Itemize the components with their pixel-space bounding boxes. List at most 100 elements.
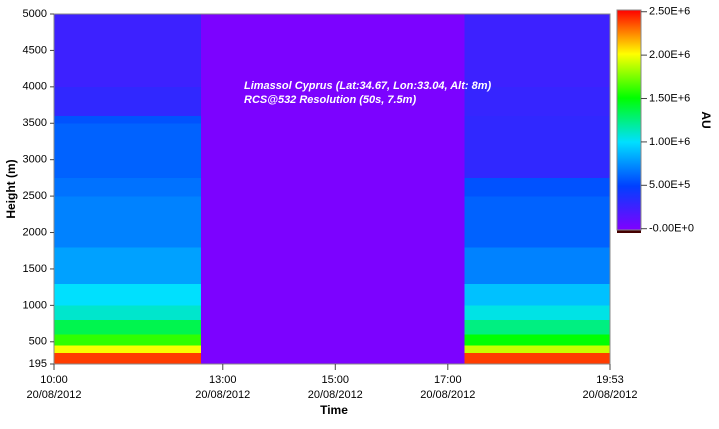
heat-cell: [91, 86, 130, 117]
plot-frame: [53, 13, 611, 365]
heat-cell: [200, 177, 465, 197]
heat-cell: [53, 283, 92, 306]
heat-cell: [503, 352, 542, 365]
heat-cell: [166, 246, 202, 284]
heat-cell: [53, 195, 92, 248]
heat-cell: [541, 345, 580, 353]
heat-cell: [53, 13, 92, 88]
heat-cell: [128, 319, 167, 335]
heat-cell: [128, 334, 167, 346]
heat-cell: [503, 283, 542, 306]
heat-cell: [128, 195, 167, 248]
y-tick-label: 2500: [23, 190, 47, 202]
heat-cell: [578, 86, 611, 117]
heat-cell: [541, 334, 580, 346]
heat-cell: [91, 319, 130, 335]
heat-cell: [53, 334, 92, 346]
heat-cell: [91, 352, 130, 365]
heat-cell: [503, 86, 542, 117]
heat-cell: [200, 334, 465, 346]
heat-cell: [166, 352, 202, 365]
heat-cell: [200, 345, 465, 353]
colorbar-title: AU: [699, 111, 713, 128]
colorbar-tick-label: 1.50E+6: [649, 92, 690, 104]
colorbar-tick-label: 2.00E+6: [649, 49, 690, 61]
heat-cell: [91, 177, 130, 197]
heat-cell: [91, 195, 130, 248]
heat-cell: [91, 115, 130, 124]
heat-cell: [200, 352, 465, 365]
heat-cell: [464, 319, 505, 335]
heat-cell: [541, 115, 580, 124]
heat-cell: [464, 334, 505, 346]
heat-cell: [503, 345, 542, 353]
heat-cell: [503, 13, 542, 88]
heat-cell: [91, 123, 130, 179]
heat-cell: [464, 123, 505, 179]
heat-cell: [464, 345, 505, 353]
heat-cell: [578, 13, 611, 88]
heat-cell: [578, 334, 611, 346]
heat-cell: [578, 195, 611, 248]
y-tick-label: 5000: [23, 8, 47, 20]
x-tick-date: 20/08/2012: [195, 389, 250, 401]
heat-cell: [503, 177, 542, 197]
heat-cell: [464, 115, 505, 124]
heat-cell: [91, 345, 130, 353]
heat-cell: [200, 319, 465, 335]
heat-cell: [503, 305, 542, 321]
heat-cell: [91, 334, 130, 346]
x-tick-label: 19:53: [596, 374, 624, 386]
x-tick-date: 20/08/2012: [582, 389, 637, 401]
heat-cell: [503, 115, 542, 124]
heat-cell: [578, 283, 611, 306]
x-tick-label: 15:00: [322, 374, 350, 386]
heat-cell: [503, 334, 542, 346]
y-tick-label: 1500: [23, 263, 47, 275]
heat-cell: [53, 352, 92, 365]
heat-cell: [128, 86, 167, 117]
y-tick-label: 4000: [23, 81, 47, 93]
y-axis-title: Height (m): [4, 159, 18, 218]
heat-cell: [541, 123, 580, 179]
heat-cell: [166, 115, 202, 124]
heat-cell: [200, 13, 465, 88]
heat-cell: [464, 195, 505, 248]
heat-cell: [166, 86, 202, 117]
heat-cell: [503, 319, 542, 335]
heat-cell: [53, 305, 92, 321]
heat-cell: [53, 246, 92, 284]
heat-cell: [128, 345, 167, 353]
heat-cell: [464, 352, 505, 365]
heat-cell: [128, 246, 167, 284]
heat-cell: [503, 123, 542, 179]
colorbar-tick-label: 1.00E+6: [649, 136, 690, 148]
heat-cell: [200, 115, 465, 124]
heat-cell: [166, 283, 202, 306]
y-tick-label: 1000: [23, 299, 47, 311]
heat-cell: [166, 319, 202, 335]
heat-cell: [128, 305, 167, 321]
annotation: RCS@532 Resolution (50s, 7.5m): [244, 94, 416, 106]
heat-cell: [166, 123, 202, 179]
heat-cell: [53, 345, 92, 353]
heat-cell: [541, 246, 580, 284]
heat-cell: [53, 319, 92, 335]
heat-cell: [128, 177, 167, 197]
heat-cell: [541, 352, 580, 365]
heat-cell: [503, 195, 542, 248]
heat-cell: [91, 13, 130, 88]
heat-cell: [200, 305, 465, 321]
heat-cell: [91, 246, 130, 284]
heat-cell: [166, 334, 202, 346]
heat-cell: [128, 123, 167, 179]
heat-cell: [166, 177, 202, 197]
heat-cell: [464, 177, 505, 197]
heat-cell: [166, 305, 202, 321]
x-tick-label: 13:00: [209, 374, 237, 386]
y-tick-label: 2000: [23, 226, 47, 238]
heat-cell: [464, 246, 505, 284]
y-tick-label: 3000: [23, 154, 47, 166]
x-tick-date: 20/08/2012: [308, 389, 363, 401]
heat-cell: [464, 305, 505, 321]
